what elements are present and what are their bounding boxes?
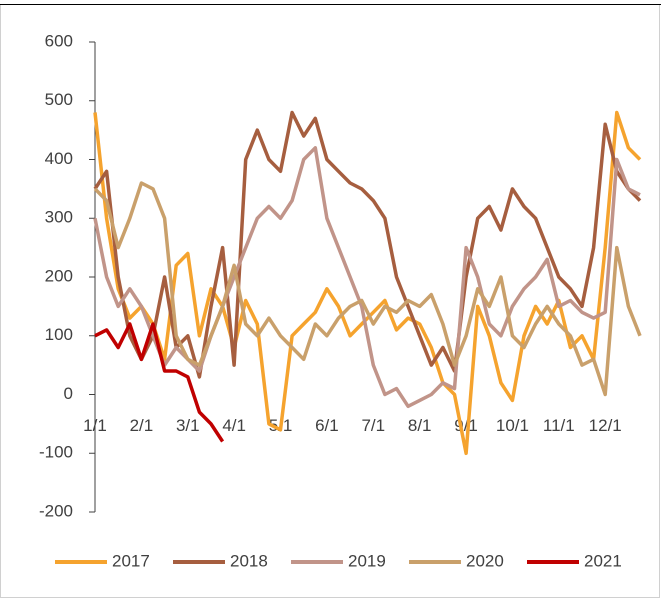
y-tick-label: 600 xyxy=(45,31,73,50)
y-tick-label: -200 xyxy=(39,501,73,520)
y-tick-label: 200 xyxy=(45,266,73,285)
x-tick-label: 2/1 xyxy=(130,416,154,435)
x-tick-label: 7/1 xyxy=(361,416,385,435)
x-tick-label: 12/1 xyxy=(589,416,622,435)
series-line xyxy=(93,110,642,456)
y-tick-label: 500 xyxy=(45,90,73,109)
y-tick-label: 400 xyxy=(45,149,73,168)
legend-label: 2019 xyxy=(348,551,386,570)
series-line xyxy=(94,322,225,443)
legend-label: 2017 xyxy=(112,551,150,570)
legend-label: 2020 xyxy=(466,551,504,570)
legend-label: 2018 xyxy=(230,551,268,570)
series-line xyxy=(93,181,642,397)
x-tick-label: 6/1 xyxy=(315,416,339,435)
y-tick-label: 100 xyxy=(45,325,73,344)
x-tick-label: 4/1 xyxy=(222,416,246,435)
y-tick-label: 300 xyxy=(45,208,73,227)
x-tick-label: 3/1 xyxy=(176,416,200,435)
y-tick-label: 0 xyxy=(64,384,73,403)
y-tick-label: -100 xyxy=(39,443,73,462)
x-tick-label: 11/1 xyxy=(543,416,575,435)
series-line xyxy=(93,110,642,379)
x-tick-label: 8/1 xyxy=(408,416,432,435)
x-tick-label: 10/1 xyxy=(496,416,529,435)
x-tick-label: 1/1 xyxy=(83,416,107,435)
legend-label: 2021 xyxy=(584,551,622,570)
